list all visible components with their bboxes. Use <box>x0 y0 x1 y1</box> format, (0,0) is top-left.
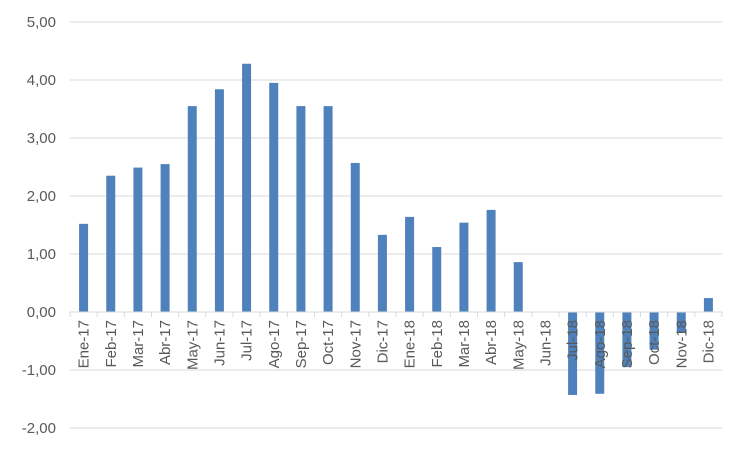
bar-ene-17 <box>79 223 89 312</box>
x-axis-tick-labels: Ene-17 Feb-17 Mar-17 Abr-17 May-17 Jun-17 Jul-… <box>76 320 718 370</box>
bar-may-17 <box>187 106 197 312</box>
y-tick-label: -2,00 <box>22 420 56 437</box>
x-tick-label: Ago-18 <box>592 320 609 368</box>
bar-sep-18 <box>622 312 632 368</box>
bar-ene-18 <box>405 216 415 312</box>
y-tick-label: 5,00 <box>27 14 56 31</box>
bar-may-18 <box>513 262 523 312</box>
x-tick-label: Jun-18 <box>537 320 554 366</box>
y-tick-label: 1,00 <box>27 246 56 263</box>
bar-jul-17 <box>242 63 252 313</box>
y-tick-label: 0,00 <box>27 304 56 321</box>
x-tick-label: Abr-17 <box>157 320 174 365</box>
bar-abr-17 <box>160 164 170 312</box>
gridlines <box>70 21 722 429</box>
x-tick-label: Nov-18 <box>673 320 690 368</box>
bar-ago-17 <box>269 82 279 313</box>
bar-dic-18 <box>703 298 713 312</box>
x-tick-label: Ene-18 <box>402 320 419 368</box>
bar-abr-18 <box>486 209 496 312</box>
x-tick-label: Ago-17 <box>266 320 283 368</box>
x-tick-label: May-18 <box>510 320 527 370</box>
x-tick-label: Oct-18 <box>646 320 663 365</box>
x-axis <box>69 311 723 317</box>
x-tick-label: Sep-18 <box>619 320 636 368</box>
bar-feb-18 <box>432 247 442 312</box>
y-tick-label: 4,00 <box>27 72 56 89</box>
x-tick-label: Dic-17 <box>374 320 391 363</box>
x-tick-label: Oct-17 <box>320 320 337 365</box>
bar-nov-17 <box>350 162 360 312</box>
bar-mar-18 <box>459 222 469 312</box>
bar-mar-17 <box>133 167 143 312</box>
bar-jun-17 <box>214 89 224 312</box>
y-tick-label: 2,00 <box>27 188 56 205</box>
y-tick-label: 3,00 <box>27 130 56 147</box>
x-tick-label: Mar-17 <box>130 320 147 368</box>
bar-sep-17 <box>296 106 306 312</box>
y-tick-label: -1,00 <box>22 362 56 379</box>
bar-dic-17 <box>377 234 387 312</box>
x-tick-label: Jul-18 <box>565 320 582 361</box>
bar-oct-18 <box>649 312 659 350</box>
bars <box>79 63 713 395</box>
y-axis-tick-labels: 5,00 4,00 3,00 2,00 1,00 0,00 -1,00 -2,00 <box>22 14 56 437</box>
bar-feb-17 <box>106 175 116 312</box>
x-tick-label: Dic-18 <box>700 320 717 363</box>
x-tick-label: May-17 <box>184 320 201 370</box>
x-tick-label: Feb-17 <box>103 320 120 368</box>
bar-oct-17 <box>323 106 333 312</box>
bar-nov-18 <box>676 312 686 333</box>
x-tick-label: Ene-17 <box>76 320 93 368</box>
x-tick-label: Jun-17 <box>211 320 228 366</box>
x-tick-label: Jul-17 <box>239 320 256 361</box>
x-tick-label: Sep-17 <box>293 320 310 368</box>
x-tick-label: Abr-18 <box>483 320 500 365</box>
bar-ago-18 <box>595 312 605 394</box>
bar-jul-18 <box>568 312 578 395</box>
x-tick-label: Nov-17 <box>347 320 364 368</box>
x-tick-label: Mar-18 <box>456 320 473 368</box>
x-tick-label: Feb-18 <box>429 320 446 368</box>
